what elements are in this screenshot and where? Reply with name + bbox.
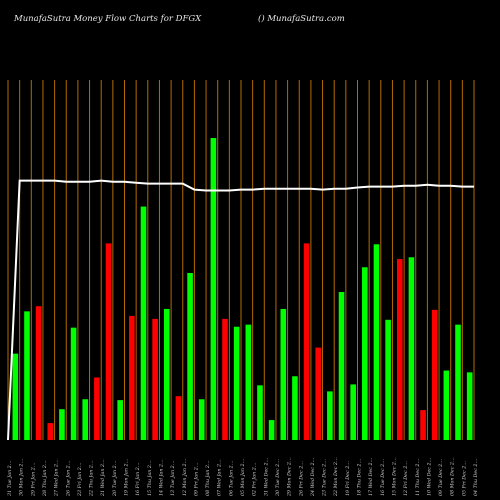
bar <box>59 409 65 440</box>
average-line <box>7 179 474 441</box>
bar <box>94 377 100 440</box>
bar <box>140 206 147 440</box>
x-tick-label: 26 Tue Jan 2… <box>65 460 71 497</box>
bar <box>303 243 310 440</box>
x-tick-label: 24 Wed Dec 2… <box>310 457 316 497</box>
x-tick-label: 09 Fri Jan 2… <box>193 462 199 496</box>
bar <box>175 396 182 440</box>
bar <box>327 391 333 440</box>
x-tick-label: 07 Wed Jan 2… <box>217 459 223 496</box>
bar <box>35 306 42 440</box>
bar <box>117 400 123 440</box>
bar <box>245 324 252 440</box>
x-tick-label: 16 Fri Jan 2… <box>135 462 141 496</box>
x-tick-label: 19 Mon Jan 2… <box>124 459 130 496</box>
bar <box>396 259 403 440</box>
bar <box>210 138 217 440</box>
bar <box>385 319 391 440</box>
bar <box>362 267 368 440</box>
bar <box>431 309 438 440</box>
bar <box>373 244 380 440</box>
x-tick-label: 27 Wed Jan 2… <box>54 459 60 497</box>
x-tick-label: 15 Thu Jan 2… <box>147 460 153 496</box>
bar <box>70 327 77 440</box>
x-tick-label: 18 Thu Dec 2… <box>357 459 363 496</box>
x-tick-label: 29 Fri Jan 2… <box>30 462 36 497</box>
bar <box>280 308 287 440</box>
x-tick-label: 15 Mon Dec 2… <box>391 457 397 496</box>
x-axis-labels: 31 Tue Jan 2… 30 Mon Jan 2… 29 Fri Jan 2… 2… <box>7 457 479 497</box>
x-tick-label: 17 Wed Dec 2… <box>368 457 374 496</box>
x-tick-label: 16 Tue Dec 2… <box>380 459 386 496</box>
x-tick-label: 31 Wed Dec 2… <box>263 457 269 496</box>
x-tick-label: 05 Fri Dec 2… <box>461 461 467 496</box>
x-tick-label: 12 Mon Jan 2… <box>182 459 188 496</box>
x-tick-label: 11 Thu Dec 2… <box>415 459 421 496</box>
bar <box>233 326 240 440</box>
x-tick-label: 26 Fri Dec 2… <box>298 461 304 497</box>
bar <box>257 385 263 440</box>
x-tick-label: 23 Fri Jan 2… <box>77 462 83 497</box>
x-tick-label: 08 Thu Jan 2… <box>205 460 211 496</box>
bar <box>466 372 473 440</box>
x-tick-label: 23 Tue Dec 2… <box>322 459 328 497</box>
x-tick-label: 02 Fri Jan 2… <box>252 462 258 496</box>
x-tick-label: 31 Tue Jan 2… <box>7 460 13 496</box>
gridlines <box>7 80 475 440</box>
bar <box>420 410 426 440</box>
x-tick-label: 04 Thu Dec 2… <box>473 459 479 496</box>
bar <box>268 420 275 440</box>
x-tick-label: 19 Fri Dec 2… <box>345 461 351 496</box>
x-tick-label: 08 Mon Dec 2… <box>450 457 456 496</box>
x-tick-label: 06 Tue Jan 2… <box>228 460 234 496</box>
bar <box>198 399 205 440</box>
bar <box>82 399 89 440</box>
x-tick-label: 14 Wed Jan 2… <box>158 459 164 496</box>
bar <box>24 311 30 440</box>
bar <box>105 243 112 440</box>
bars <box>12 138 473 440</box>
x-tick-label: 22 Mon Dec 2… <box>333 457 339 497</box>
bar <box>152 318 158 440</box>
x-tick-label: 21 Wed Jan 2… <box>100 459 106 497</box>
x-tick-label: 10 Wed Dec 2… <box>426 457 432 496</box>
bar <box>455 324 461 440</box>
bar <box>292 376 298 440</box>
x-tick-label: 28 Thu Jan 2… <box>42 460 48 497</box>
x-tick-label: 29 Mon Dec 2… <box>287 457 293 497</box>
x-tick-label: 09 Tue Dec 2… <box>438 459 444 496</box>
bar <box>222 318 228 440</box>
chart-title: MunafaSutra Money Flow Charts for DFGX <box>14 14 202 24</box>
bar <box>129 315 135 440</box>
x-tick-label: 30 Mon Jan 2… <box>19 459 25 496</box>
x-tick-label: 05 Mon Jan 2… <box>240 459 246 496</box>
x-tick-label: 30 Tue Dec 2… <box>275 459 281 496</box>
bar <box>12 353 19 440</box>
bar <box>350 384 356 440</box>
bar <box>408 257 415 440</box>
bar <box>187 272 193 440</box>
bar <box>47 423 54 440</box>
bar <box>443 370 450 440</box>
x-tick-label: 22 Thu Jan 2… <box>89 460 95 497</box>
x-tick-label: 13 Tue Jan 2… <box>170 460 176 496</box>
bar <box>163 308 170 440</box>
bar <box>338 292 345 440</box>
site-credit: () MunafaSutra.com <box>258 14 345 24</box>
x-tick-label: 20 Tue Jan 2… <box>112 460 118 497</box>
x-tick-label: 12 Fri Dec 2… <box>403 461 409 496</box>
bar <box>315 347 322 440</box>
average-line-path <box>7 179 474 441</box>
